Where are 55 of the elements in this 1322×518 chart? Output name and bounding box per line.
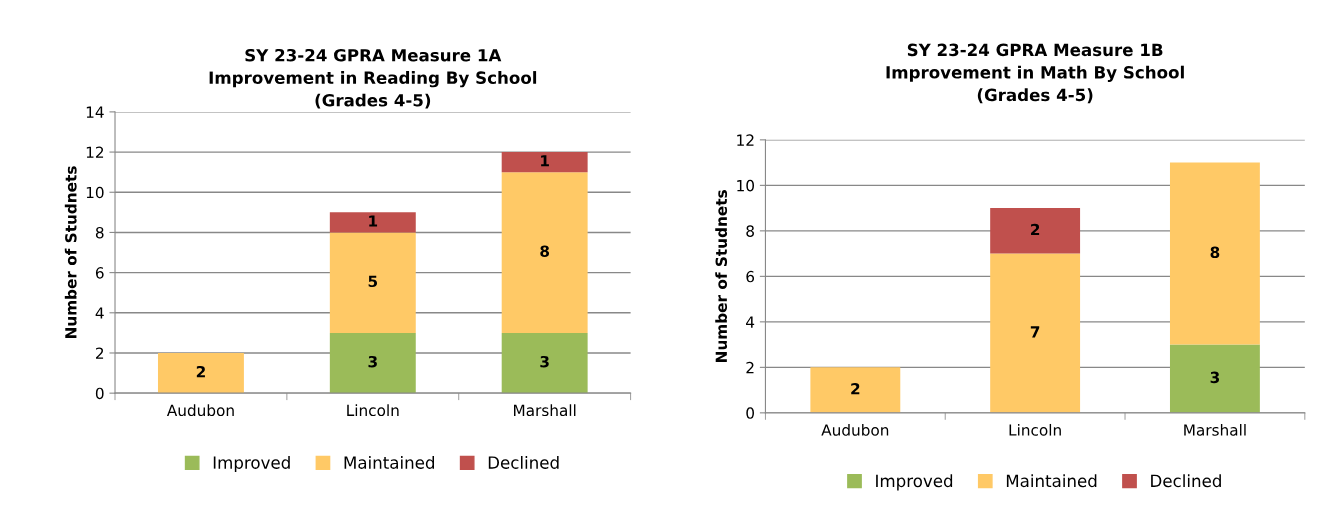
data-label: 1 [541, 155, 549, 167]
y-tick-label: 0 [746, 407, 755, 419]
legend-label: Improved [876, 474, 953, 491]
y-tick-label: 14 [86, 106, 104, 118]
y-axis-title: Number of Studnets [715, 190, 728, 362]
data-label: 5 [368, 275, 378, 288]
bar [157, 352, 244, 394]
bar [990, 253, 1081, 413]
legend-label: Improved [213, 455, 290, 473]
y-tick-label: 8 [95, 226, 104, 239]
bar [329, 232, 416, 333]
y-tick-label: 2 [96, 347, 104, 359]
bar [810, 367, 901, 413]
y-tick-label: 6 [746, 270, 755, 283]
y-tick-label: 8 [746, 225, 754, 237]
chart-title: SY 23-24 GPRA Measure 1A Improvement in Reading By School (Grades 4-5) [209, 48, 537, 109]
y-axis-title: Number of Studnets [64, 166, 77, 339]
y-tick-label: 10 [737, 179, 755, 192]
x-tick-label: Lincoln [1009, 423, 1061, 436]
x-tick-label: Marshall [1184, 423, 1246, 436]
legend-label: Declined [1151, 474, 1221, 488]
y-tick-label: 4 [95, 307, 104, 319]
data-label: 3 [368, 355, 377, 368]
bar [1169, 162, 1260, 345]
y-tick-label: 10 [86, 186, 104, 199]
x-tick-label: Marshall [514, 404, 576, 417]
y-tick-label: 12 [86, 146, 104, 158]
bar [501, 152, 588, 173]
y-tick-label: 2 [746, 361, 754, 374]
data-label: 2 [851, 382, 860, 395]
data-label: 3 [540, 355, 549, 368]
data-label: 2 [1031, 223, 1040, 236]
bar [990, 208, 1081, 254]
data-label: 2 [196, 365, 205, 378]
bar [501, 332, 588, 394]
y-tick-label: 4 [746, 316, 755, 328]
y-tick-label: 6 [95, 267, 104, 279]
bar [501, 172, 588, 333]
legend-label: Maintained [1006, 474, 1097, 488]
x-tick-label: Lincoln [347, 404, 399, 417]
data-label: 1 [369, 215, 378, 227]
legend-label: Maintained [344, 455, 434, 469]
bar [329, 332, 416, 394]
y-tick-label: 12 [737, 134, 754, 146]
bar [1169, 344, 1260, 413]
bar [329, 212, 416, 233]
y-tick-label: 0 [95, 387, 104, 400]
data-label: 7 [1030, 326, 1040, 338]
legend-label: Declined [488, 455, 559, 469]
data-label: 8 [1210, 246, 1220, 259]
data-label: 3 [1210, 371, 1220, 384]
x-tick-label: Audubon [166, 404, 234, 417]
data-label: 8 [540, 245, 550, 257]
chart-title: SY 23-24 GPRA Measure 1B Improvement in Math By School (Grades 4-5) [886, 43, 1184, 104]
x-tick-label: Audubon [821, 423, 889, 436]
